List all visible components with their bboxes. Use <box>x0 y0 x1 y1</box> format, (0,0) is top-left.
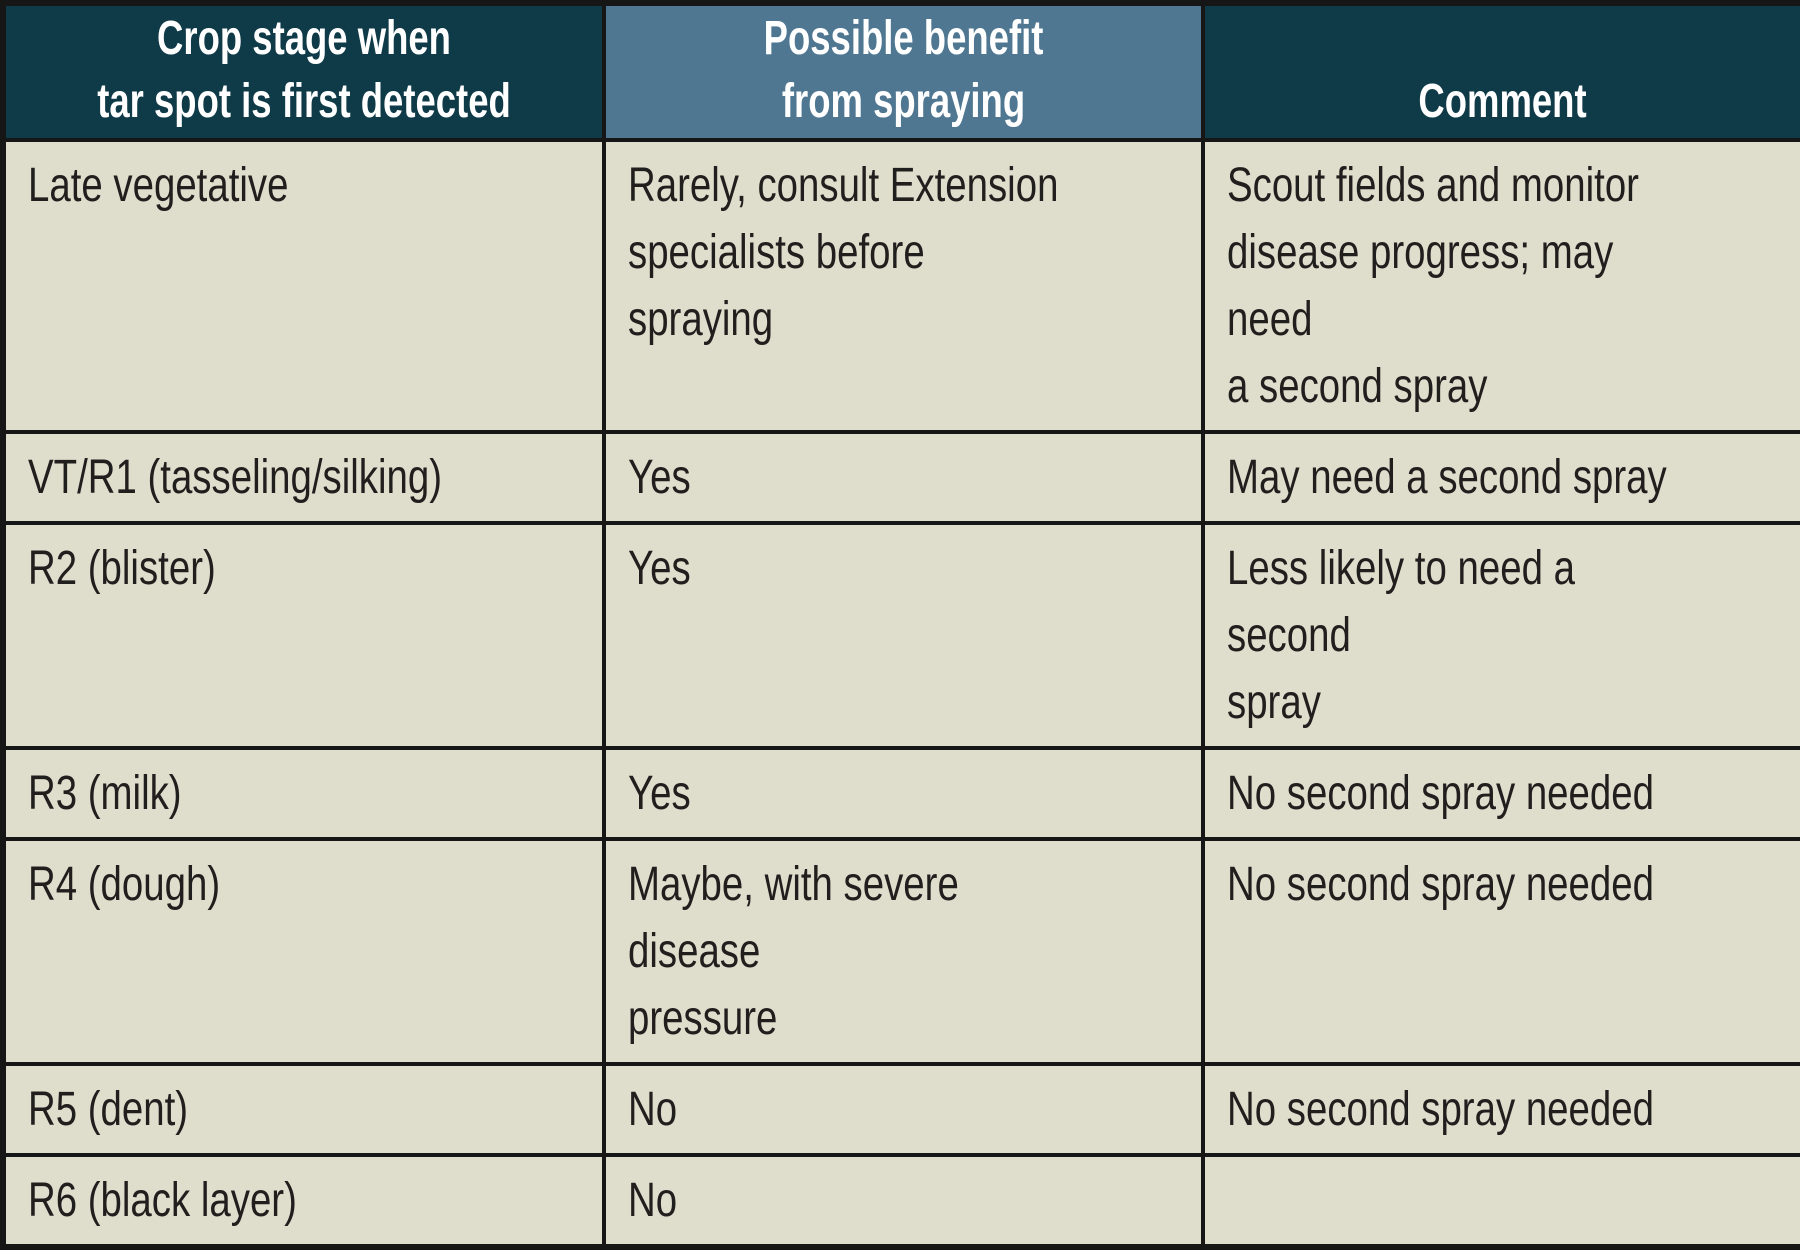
stage-cell: VT/R1 (tasseling/silking) <box>1 430 606 525</box>
header-cell-possible-benefit: Possible benefit from spraying <box>602 1 1205 142</box>
comment-text: Scout fields and monitor disease progres… <box>1227 159 1639 413</box>
stage-cell: R3 (milk) <box>1 746 606 841</box>
table-row-r2-blister: R2 (blister) Yes Less likely to need a s… <box>1 521 1800 750</box>
comment-cell: May need a second spray <box>1201 430 1800 525</box>
stage-cell: R4 (dough) <box>1 837 606 1066</box>
stage-cell: Late vegetative <box>1 138 606 434</box>
benefit-cell: Maybe, with severe disease pressure <box>602 837 1205 1066</box>
stage-cell: R2 (blister) <box>1 521 606 750</box>
table-row-r4-dough: R4 (dough) Maybe, with severe disease pr… <box>1 837 1800 1066</box>
header-cell-crop-stage: Crop stage when tar spot is first detect… <box>1 1 606 142</box>
benefit-text: Maybe, with severe disease pressure <box>628 858 959 1045</box>
header-label-crop-stage: Crop stage when tar spot is first detect… <box>97 12 511 128</box>
benefit-text: Yes <box>628 451 691 504</box>
header-cell-comment: Comment <box>1201 1 1800 142</box>
table-row-vt-r1: VT/R1 (tasseling/silking) Yes May need a… <box>1 430 1800 525</box>
header-row: Crop stage when tar spot is first detect… <box>1 1 1800 142</box>
comment-text: No second spray needed <box>1227 767 1654 820</box>
comment-cell: No second spray needed <box>1201 837 1800 1066</box>
benefit-cell: Yes <box>602 430 1205 525</box>
stage-cell: R6 (black layer) <box>1 1153 606 1249</box>
header-label-possible-benefit: Possible benefit from spraying <box>763 12 1044 128</box>
benefit-cell: No <box>602 1153 1205 1249</box>
stage-text: R5 (dent) <box>28 1083 189 1136</box>
benefit-cell: Yes <box>602 521 1205 750</box>
stage-text: R6 (black layer) <box>28 1174 297 1227</box>
benefit-cell: Yes <box>602 746 1205 841</box>
stage-text: R4 (dough) <box>28 858 221 911</box>
benefit-cell: No <box>602 1062 1205 1157</box>
stage-text: R3 (milk) <box>28 767 182 820</box>
stage-text: R2 (blister) <box>28 542 216 595</box>
stage-cell: R5 (dent) <box>1 1062 606 1157</box>
benefit-text: Rarely, consult Extension specialists be… <box>628 159 1059 346</box>
table-row-late-vegetative: Late vegetative Rarely, consult Extensio… <box>1 138 1800 434</box>
comment-text: Less likely to need a second spray <box>1227 542 1575 729</box>
table-row-r6-black-layer: R6 (black layer) No <box>1 1153 1800 1249</box>
comment-text: No second spray needed <box>1227 858 1654 911</box>
comment-cell <box>1201 1153 1800 1249</box>
stage-text: VT/R1 (tasseling/silking) <box>28 451 442 504</box>
comment-cell: Less likely to need a second spray <box>1201 521 1800 750</box>
comment-text: No second spray needed <box>1227 1083 1654 1136</box>
comment-cell: No second spray needed <box>1201 1062 1800 1157</box>
benefit-text: Yes <box>628 542 691 595</box>
table-row-r5-dent: R5 (dent) No No second spray needed <box>1 1062 1800 1157</box>
header-label-comment: Comment <box>1418 75 1587 128</box>
stage-text: Late vegetative <box>28 159 289 212</box>
table-row-r3-milk: R3 (milk) Yes No second spray needed <box>1 746 1800 841</box>
comment-cell: Scout fields and monitor disease progres… <box>1201 138 1800 434</box>
comment-text: May need a second spray <box>1227 451 1667 504</box>
benefit-text: Yes <box>628 767 691 820</box>
benefit-text: No <box>628 1174 678 1227</box>
benefit-text: No <box>628 1083 678 1136</box>
comment-cell: No second spray needed <box>1201 746 1800 841</box>
benefit-cell: Rarely, consult Extension specialists be… <box>602 138 1205 434</box>
